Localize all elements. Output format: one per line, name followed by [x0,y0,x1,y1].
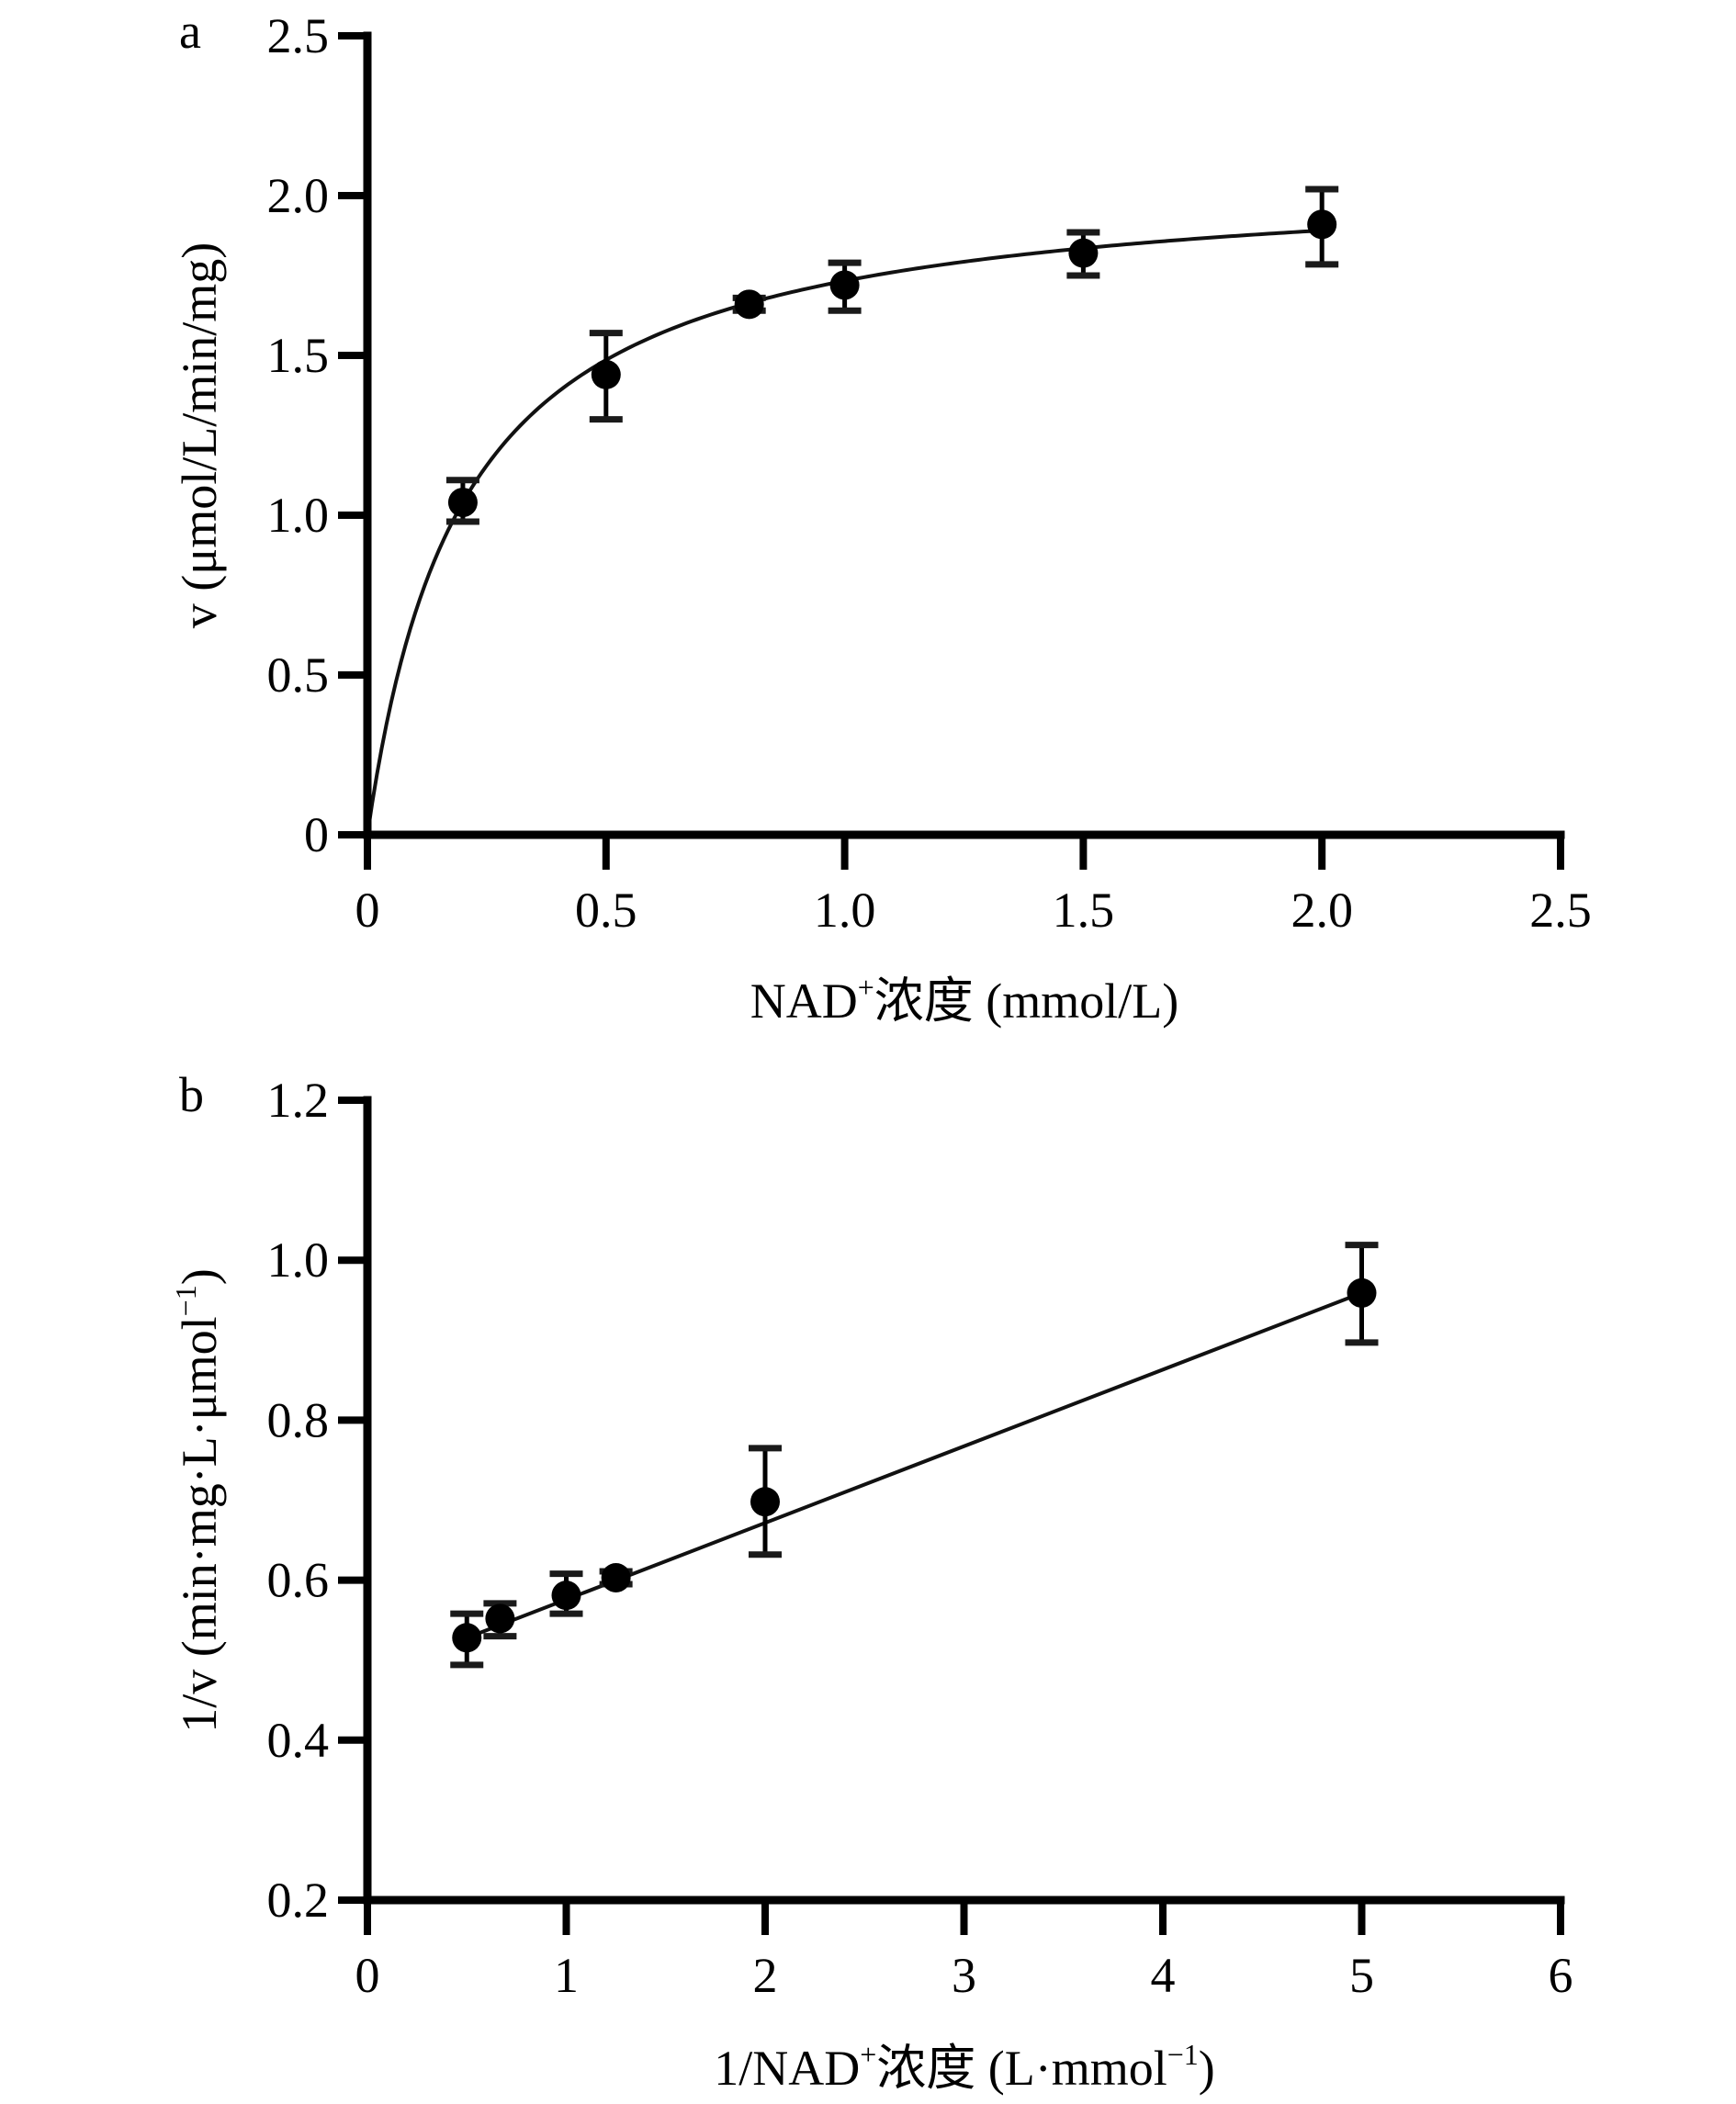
data-point [734,289,764,320]
x-tick-label: 1.5 [1053,883,1115,938]
data-point [1347,1277,1377,1308]
ticks-group: 0 0.5 1.0 1.5 2.0 2.5 0 0.5 1.0 1.5 2.0 2.5 [267,8,1592,938]
axes-group [363,1096,1565,1905]
data-point [829,270,860,300]
data-point [485,1603,515,1634]
chart-panel-b: b 0 1 2 3 4 5 6 0.2 0.4 0.6 0.8 1.0 1.2 1/NAD+浓度 (L·… [169,1067,1573,2096]
x-tick-label: 0.5 [575,883,637,938]
x-tick-label: 1 [554,1948,579,2003]
y-tick-label: 1.0 [267,488,330,543]
fit-curve-group [366,228,1323,836]
axes-group [363,31,1565,839]
x-axis-title: NAD+浓度 (mmol/L) [750,971,1179,1029]
x-tick-label: 3 [952,1948,976,2003]
ticks-group: 0 1 2 3 4 5 6 0.2 0.4 0.6 0.8 1.0 1.2 [267,1073,1573,2003]
y-tick-label: 1.2 [267,1073,330,1128]
data-point-group [1066,229,1100,279]
data-point [452,1623,482,1653]
x-tick-label: 1.0 [814,883,876,938]
x-tick-label: 0 [355,883,380,938]
data-point [591,359,621,389]
data-points-group [450,1242,1379,1669]
x-tick-label: 2 [753,1948,778,2003]
x-tick-label: 6 [1549,1948,1573,2003]
data-point-group [749,1445,782,1558]
data-point-group [450,1610,484,1669]
x-tick-label: 4 [1151,1948,1176,2003]
x-tick-label: 0 [355,1948,380,2003]
data-point [551,1581,581,1611]
y-tick-label: 0.4 [267,1713,330,1768]
data-point-group [828,259,862,314]
y-tick-label: 0.2 [267,1873,330,1928]
y-axis-title: 1/v (min·mg·L·μmol−1) [169,1268,227,1732]
data-point-group [1345,1242,1379,1346]
y-tick-label: 1.0 [267,1232,330,1288]
x-tick-label: 2.5 [1529,883,1592,938]
y-tick-label: 0.8 [267,1392,330,1447]
chart-panel-a: a 0 0.5 1.0 1.5 2.0 2.5 0 0.5 1.0 1.5 2.0 2.5 NAD+浓… [172,4,1592,1029]
y-tick-label: 0 [304,807,329,862]
data-point-group [1305,186,1339,268]
data-point [1068,238,1099,268]
data-point [601,1562,631,1592]
x-tick-label: 2.0 [1291,883,1353,938]
data-point [1307,209,1337,240]
panel-label-b: b [179,1067,204,1122]
y-tick-label: 2.5 [267,8,330,63]
y-tick-label: 1.5 [267,328,330,383]
y-tick-label: 0.6 [267,1553,330,1608]
x-axis-title: 1/NAD+浓度 (L·mmol−1) [714,2038,1215,2096]
y-axis-title: v (μmol/L/min/mg) [172,242,227,628]
y-tick-label: 2.0 [267,168,330,223]
data-point [447,488,478,518]
data-point-group [445,477,479,525]
fit-curve [366,228,1323,836]
data-point [750,1487,780,1517]
x-tick-label: 5 [1349,1948,1374,2003]
data-point-group [483,1600,517,1640]
data-points-group [445,186,1339,525]
data-point-group [599,1562,633,1592]
data-point-group [732,289,766,320]
panel-label-a: a [179,4,201,59]
y-tick-label: 0.5 [267,647,330,703]
data-point-group [589,330,623,423]
data-point-group [549,1570,583,1617]
